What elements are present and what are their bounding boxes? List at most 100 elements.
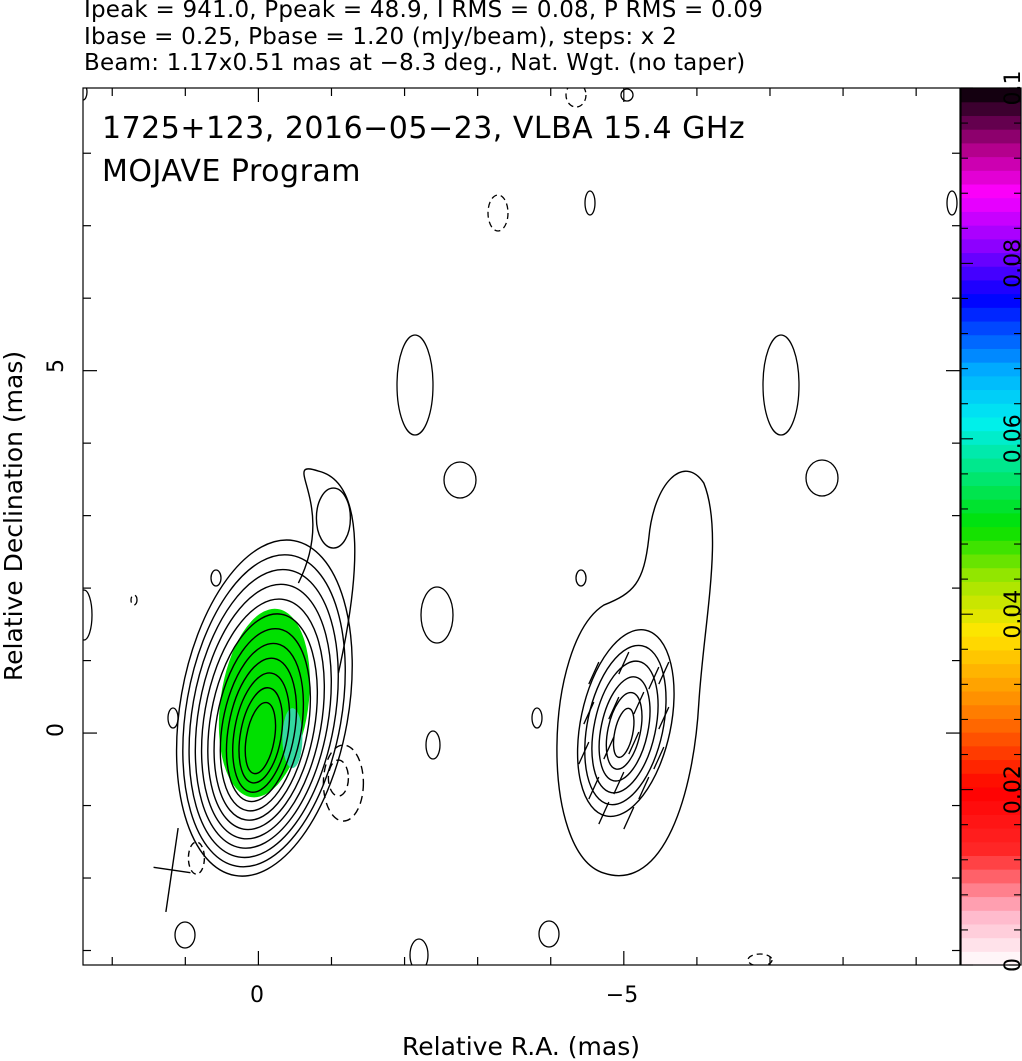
evpa-tick — [613, 771, 625, 795]
colorbar-tick-label: 0.1 — [1001, 71, 1022, 106]
colorbar-segment — [961, 403, 1021, 418]
colorbar-segment — [961, 348, 1021, 363]
colorbar-segment — [961, 279, 1021, 295]
colorbar-segment — [961, 540, 1021, 555]
colorbar-tick-label: 0.06 — [1001, 414, 1022, 463]
colorbar-segment — [961, 211, 1021, 226]
colorbar-segment — [961, 129, 1021, 144]
jet-extension-contour — [297, 468, 356, 674]
colorbar-segment — [961, 170, 1021, 185]
polarization-color-edge — [282, 708, 303, 769]
colorbar-segment — [961, 800, 1021, 815]
contour-level-8 — [225, 657, 298, 803]
right-panel-contours — [556, 470, 714, 877]
noise-island-contour — [584, 190, 596, 216]
colorbar-segment — [961, 841, 1021, 856]
colorbar-segment — [961, 334, 1021, 349]
colorbar-segment — [961, 896, 1021, 911]
colorbar-segment — [961, 238, 1021, 254]
header-base-line: Ibase = 0.25, Pbase = 1.20 (mJy/beam), s… — [84, 24, 677, 50]
colorbar-segment — [961, 197, 1021, 212]
colorbar-segment — [961, 457, 1021, 473]
noise-island-contour — [210, 569, 222, 587]
contour-level-2 — [188, 568, 339, 859]
colorbar-segment — [961, 320, 1021, 336]
colorbar-segment — [961, 923, 1021, 939]
colorbar-segment — [961, 156, 1021, 171]
noise-island-contour — [531, 707, 543, 729]
colorbar-segment — [961, 622, 1021, 637]
colorbar-segment — [961, 677, 1021, 692]
evpa-tick — [628, 731, 640, 755]
colorbar-segment — [961, 663, 1021, 678]
colorbar-segment — [961, 389, 1021, 404]
right-contour-level-0 — [576, 628, 675, 818]
colorbar-ticks: 0 0.02 0.04 0.06 0.08 0.1 — [961, 71, 1022, 972]
colorbar-segment — [961, 416, 1021, 432]
contour-level-1 — [182, 554, 346, 868]
header-beam-line: Beam: 1.17x0.51 mas at −8.3 deg., Nat. W… — [84, 50, 746, 76]
noise-island-contour — [575, 569, 587, 587]
contour-level-0 — [175, 539, 353, 877]
noise-island-contour — [565, 88, 587, 108]
colorbar-segment — [961, 759, 1021, 774]
colorbar-segment — [961, 869, 1021, 884]
y-axis-label: Relative Declination (mas) — [0, 351, 28, 681]
colorbar-segment — [961, 690, 1021, 706]
colorbar-segment — [961, 499, 1021, 514]
evpa-tick — [633, 691, 645, 715]
noise-island-contour — [420, 586, 454, 644]
noise-island-contour — [425, 730, 441, 760]
colorbar-segment — [961, 581, 1021, 596]
colorbar-segment — [961, 266, 1021, 281]
colorbar-segment — [961, 375, 1021, 391]
colorbar-segment — [961, 773, 1021, 788]
right-contour-level-4 — [605, 691, 643, 770]
noise-island-contour — [409, 938, 429, 965]
y-tick-label-0: 0 — [44, 723, 69, 737]
contour-level-3 — [194, 583, 333, 849]
colorbar-segment — [961, 115, 1021, 130]
negative-contour — [322, 744, 365, 822]
colorbar-segment — [961, 471, 1021, 486]
colorbar-segment — [961, 951, 1021, 966]
colorbar-segment — [961, 444, 1021, 459]
negative-contour-small — [187, 841, 206, 875]
noise-island-contour — [443, 461, 477, 499]
axis-ticks — [83, 88, 960, 965]
colorbar-segment — [961, 649, 1021, 665]
right-outer-contour — [556, 470, 714, 877]
evpa-tick — [638, 776, 650, 800]
colorbar-segment — [961, 252, 1021, 267]
noise-island-contour — [396, 334, 434, 436]
x-axis-label: Relative R.A. (mas) — [402, 1032, 640, 1061]
plot-frame — [82, 87, 961, 966]
evpa-tick — [598, 801, 610, 825]
evpa-tick — [583, 701, 595, 725]
colorbar — [961, 88, 1021, 966]
noise-island-contour — [762, 334, 800, 436]
evpa-tick — [578, 741, 590, 765]
right-contour-level-3 — [598, 676, 651, 782]
noise-island-contour — [174, 921, 196, 949]
colorbar-segment — [961, 718, 1021, 733]
colorbar-segment — [961, 362, 1021, 377]
colorbar-segment — [961, 786, 1021, 802]
evpa-tick — [588, 661, 600, 685]
colorbar-segment — [961, 636, 1021, 651]
contour-level-11 — [244, 701, 277, 775]
colorbar-frame — [960, 87, 1022, 966]
colorbar-segment — [961, 855, 1021, 870]
program-label: MOJAVE Program — [102, 154, 362, 189]
contour-level-4 — [200, 598, 326, 840]
left-panel-contours — [153, 468, 365, 913]
colorbar-segment — [961, 293, 1021, 308]
x-tick-label-minus5: −5 — [606, 983, 638, 1008]
y-tick-label-5: 5 — [44, 359, 69, 373]
colorbar-segment — [961, 183, 1021, 199]
x-tick-label-0: 0 — [250, 983, 264, 1008]
noise-island-contour — [946, 190, 958, 216]
colorbar-tick-label: 0.02 — [1001, 765, 1022, 814]
noise-island-contour — [167, 707, 179, 729]
evpa-tick — [623, 806, 635, 830]
